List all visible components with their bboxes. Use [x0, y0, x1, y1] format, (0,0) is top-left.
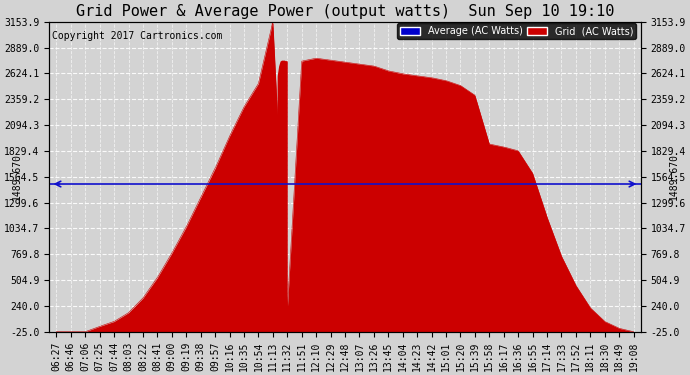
Text: 1489.670: 1489.670 [669, 153, 678, 200]
Text: 1489.670: 1489.670 [12, 153, 21, 200]
Text: Copyright 2017 Cartronics.com: Copyright 2017 Cartronics.com [52, 31, 222, 41]
Legend: Average (AC Watts), Grid  (AC Watts): Average (AC Watts), Grid (AC Watts) [397, 24, 636, 39]
Title: Grid Power & Average Power (output watts)  Sun Sep 10 19:10: Grid Power & Average Power (output watts… [76, 4, 614, 19]
